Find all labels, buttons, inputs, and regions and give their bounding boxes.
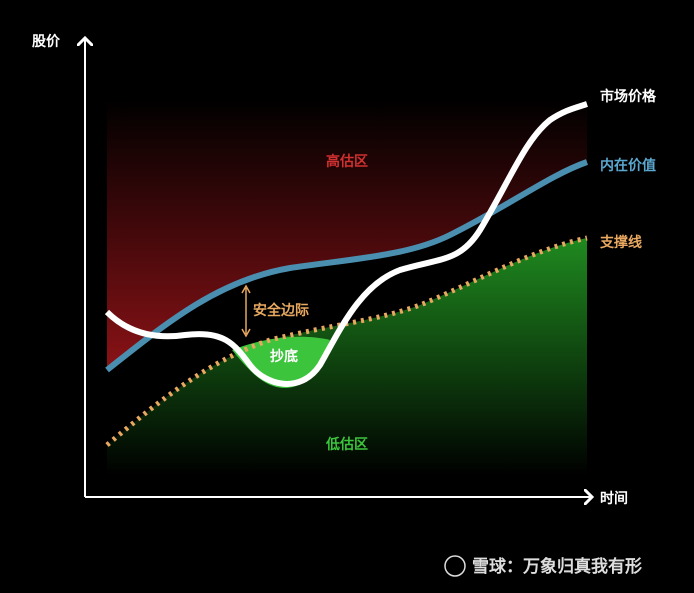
line-label: 支撑线	[599, 234, 642, 251]
overvalued-area	[107, 100, 587, 370]
y-axis-label: 股价	[32, 34, 61, 50]
market-price-line	[104, 101, 588, 387]
margin-arrow-heads	[241, 284, 251, 338]
zone-label: 抄底	[270, 348, 298, 365]
watermark: 雪球：万象归真我有形	[472, 556, 642, 577]
line-label: 内在价值	[600, 157, 656, 174]
undervalued-area	[107, 238, 587, 475]
intrinsic-value-line	[105, 159, 588, 373]
x-axis-label: 时间	[600, 490, 628, 507]
zone-label: 安全边际	[253, 302, 309, 319]
zone-label: 低估区	[325, 436, 368, 453]
watermark-icon	[444, 555, 466, 577]
zone-label: 高估区	[326, 153, 368, 170]
line-label: 市场价格	[600, 88, 657, 105]
